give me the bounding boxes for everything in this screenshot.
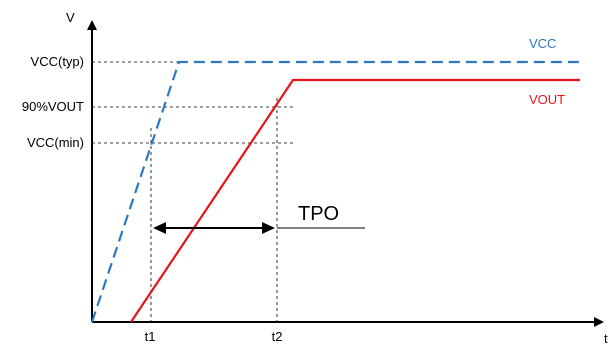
vcc-curve — [90, 60, 583, 323]
tick-label-vcc-typ: VCC(typ) — [31, 54, 84, 69]
tpo-arrow-right-head — [262, 222, 275, 234]
tick-label-t2: t2 — [272, 329, 283, 344]
series-label-vcc: VCC — [529, 36, 556, 51]
tick-label-90-vout: 90%VOUT — [22, 99, 84, 114]
tpo-label: TPO — [298, 203, 339, 225]
vout-curve — [130, 78, 580, 323]
tick-label-vcc-min: VCC(min) — [27, 135, 84, 150]
series-label-vout: VOUT — [529, 92, 565, 107]
tick-label-t1: t1 — [145, 329, 156, 344]
y-axis-label: V — [66, 10, 75, 25]
tpo-arrow-left-head — [153, 222, 166, 234]
x-axis-label: t — [604, 331, 608, 346]
